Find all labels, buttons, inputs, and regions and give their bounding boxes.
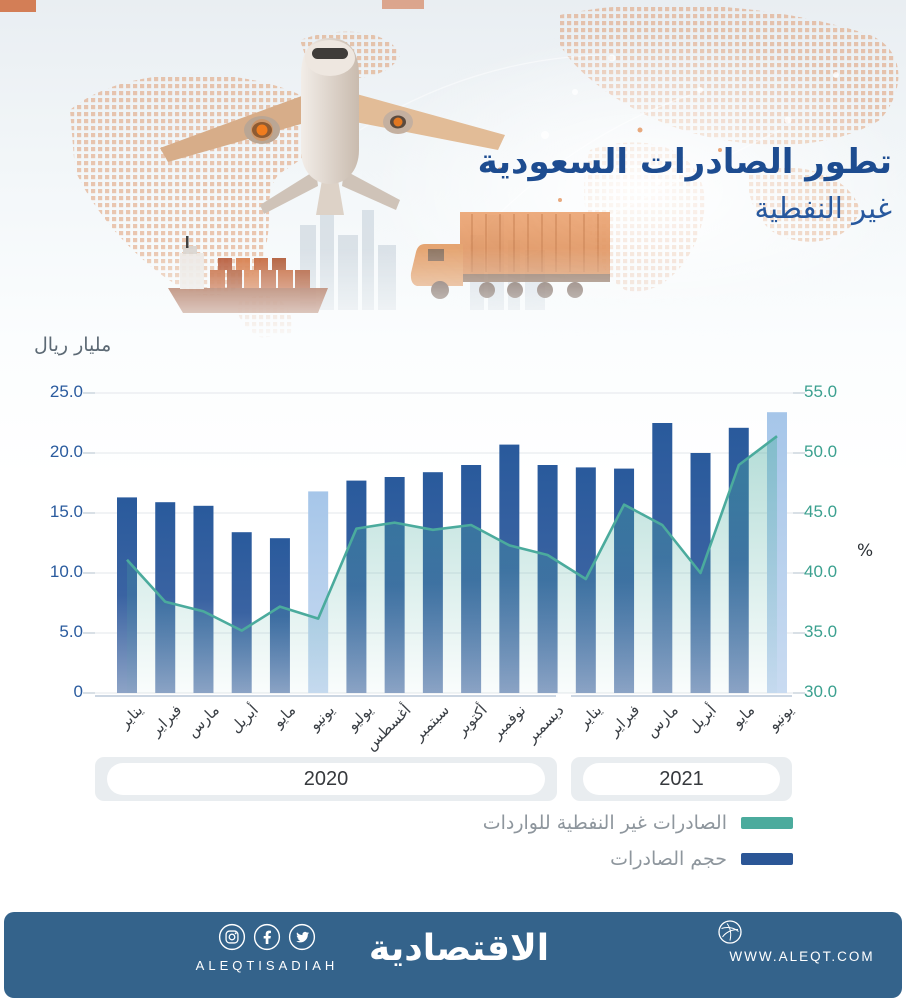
- month-label-فبراير-2021: فبراير: [605, 701, 644, 740]
- bar-يناير-2021: [575, 467, 596, 693]
- month-label-يونيو-2021: يونيو: [763, 701, 797, 734]
- bar-أغسطس-2020: [384, 477, 405, 693]
- month-label-أبريل-2020: أبريل: [225, 701, 262, 737]
- bar-يونيو-2021: [766, 412, 787, 693]
- line-area: [127, 436, 777, 693]
- y-tick-right: 50.0: [804, 442, 838, 461]
- bar-ديسمبر-2020: [537, 465, 558, 693]
- month-label-مارس-2020: مارس: [183, 701, 224, 741]
- line-series: [126, 435, 778, 632]
- bar-أكتوبر-2020: [461, 465, 482, 693]
- month-label-ديسمبر-2020: ديسمبر: [522, 701, 568, 747]
- y-tick-left: 0: [73, 682, 83, 701]
- month-label-يناير-2020: يناير: [115, 701, 147, 732]
- legend-swatch-line: [741, 817, 793, 829]
- social-handle: ALEQTISADIAH: [195, 958, 339, 973]
- bar-يونيو-2020: [308, 491, 329, 693]
- legend-item-line: الصادرات غير النفطية للواردات: [483, 811, 793, 835]
- bar-نوفمبر-2020: [499, 444, 520, 693]
- facebook-icon[interactable]: [253, 923, 281, 951]
- month-label-مايو-2020: مايو: [269, 701, 300, 732]
- legend: الصادرات غير النفطية للواردات حجم الصادر…: [483, 811, 793, 883]
- month-label-يوليو-2020: يوليو: [343, 701, 377, 735]
- website-url: WWW.ALEQT.COM: [729, 949, 875, 964]
- title-line-1: تطور الصادرات السعودية: [477, 142, 892, 182]
- y-tick-right: 40.0: [804, 562, 838, 581]
- bar-فبراير-2020: [155, 502, 176, 693]
- bar-مارس-2020: [193, 505, 214, 693]
- month-label-سبتمبر-2020: سبتمبر: [409, 701, 453, 745]
- legend-label-bar: حجم الصادرات: [610, 848, 727, 870]
- y-tick-right: 45.0: [804, 502, 838, 521]
- y-tick-left: 10.0: [49, 562, 83, 581]
- month-label-نوفمبر-2020: نوفمبر: [487, 701, 530, 743]
- globe-icon: [718, 920, 742, 944]
- bar-مايو-2020: [269, 538, 290, 693]
- gridlines: [83, 392, 805, 694]
- bar-يوليو-2020: [346, 480, 367, 693]
- container-ship: [168, 236, 328, 313]
- month-label-مايو-2021: مايو: [728, 701, 759, 732]
- brand-logo: الاقتصادية: [368, 928, 550, 969]
- title-line-2: غير النفطية: [754, 191, 892, 226]
- bar-سبتمبر-2020: [422, 472, 443, 693]
- legend-item-bar: حجم الصادرات: [483, 847, 793, 871]
- y-axis-left-unit: مليار ريال: [34, 334, 112, 356]
- bar-أبريل-2021: [690, 453, 711, 693]
- y-tick-left: 25.0: [49, 382, 83, 401]
- y-tick-left: 20.0: [49, 442, 83, 461]
- year-label-2021: 2021: [583, 763, 780, 795]
- month-label-أكتوبر-2020: أكتوبر: [452, 701, 491, 740]
- y-tick-left: 5.0: [59, 622, 83, 641]
- bar-أبريل-2020: [231, 532, 252, 693]
- month-label-فبراير-2020: فبراير: [146, 701, 185, 740]
- month-label-أبريل-2021: أبريل: [684, 701, 721, 737]
- instagram-icon[interactable]: [218, 923, 246, 951]
- footer-bar: ALEQTISADIAH الاقتصادية WWW.ALEQT.COM: [4, 912, 902, 998]
- page-title: تطور الصادرات السعودية غير النفطية: [478, 140, 892, 228]
- year-band-2020: 2020: [95, 757, 557, 801]
- twitter-icon[interactable]: [288, 923, 316, 951]
- year-label-2020: 2020: [107, 763, 545, 795]
- bar-يناير-2020: [117, 497, 137, 693]
- legend-swatch-bar: [741, 853, 793, 865]
- website-link[interactable]: WWW.ALEQT.COM: [717, 919, 887, 964]
- bar-فبراير-2021: [614, 468, 635, 693]
- corner-accent: [0, 0, 36, 12]
- bar-series: [117, 412, 787, 693]
- y-tick-right: 35.0: [804, 622, 838, 641]
- bar-مايو-2021: [728, 427, 749, 693]
- ratio-line: [126, 435, 778, 632]
- y-tick-right: 30.0: [804, 682, 838, 701]
- month-label-يونيو-2020: يونيو: [305, 701, 338, 734]
- bar-مارس-2021: [652, 423, 673, 693]
- year-band-2021: 2021: [571, 757, 792, 801]
- y-tick-right: 55.0: [804, 382, 838, 401]
- y-tick-left: 15.0: [49, 502, 83, 521]
- corner-accent: [382, 0, 424, 9]
- y-axis-right-unit: %: [857, 541, 874, 561]
- month-label-مارس-2021: مارس: [642, 701, 683, 741]
- line-area-fill: [127, 436, 777, 693]
- social-links: ALEQTISADIAH: [167, 923, 367, 973]
- airplane: [160, 38, 505, 215]
- legend-label-line: الصادرات غير النفطية للواردات: [482, 812, 727, 834]
- month-label-يناير-2021: يناير: [574, 701, 606, 732]
